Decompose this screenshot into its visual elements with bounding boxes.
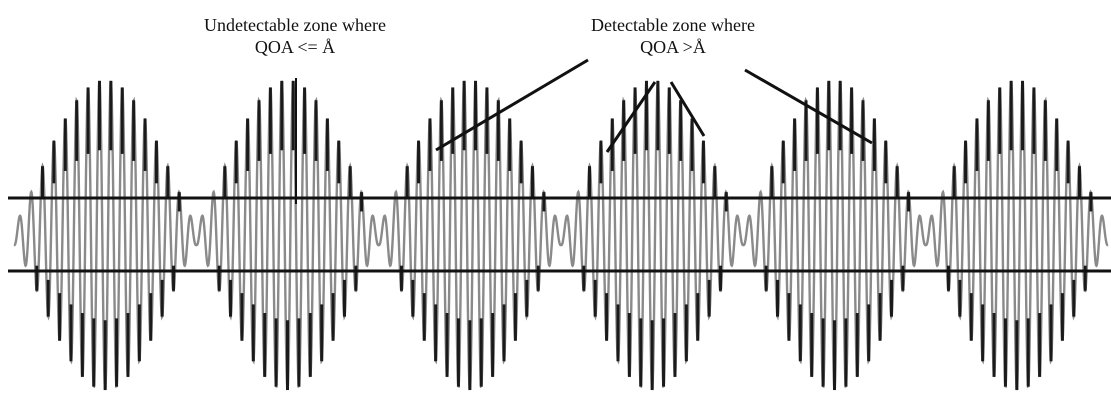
- detectable-pointer-line-1: [435, 58, 589, 152]
- undetectable-label-line2: QOA <= Å: [254, 37, 336, 57]
- detectable-pointer-line-3: [669, 81, 706, 137]
- detectable-label-line2: QOA >Å: [640, 37, 706, 57]
- undetectable-zone-label: Undetectable zone where QOA <= Å: [150, 14, 440, 58]
- amplitude-modulated-signal: [13, 80, 1109, 391]
- undetectable-label-line1: Undetectable zone where: [204, 15, 386, 35]
- signal-trace: [13, 80, 1109, 391]
- detectable-pointer-line-2: [605, 81, 657, 153]
- detectable-label-line1: Detectable zone where: [591, 15, 755, 35]
- detectable-pointer-line-4: [744, 68, 873, 145]
- detectable-zone-label: Detectable zone where QOA >Å: [528, 14, 818, 58]
